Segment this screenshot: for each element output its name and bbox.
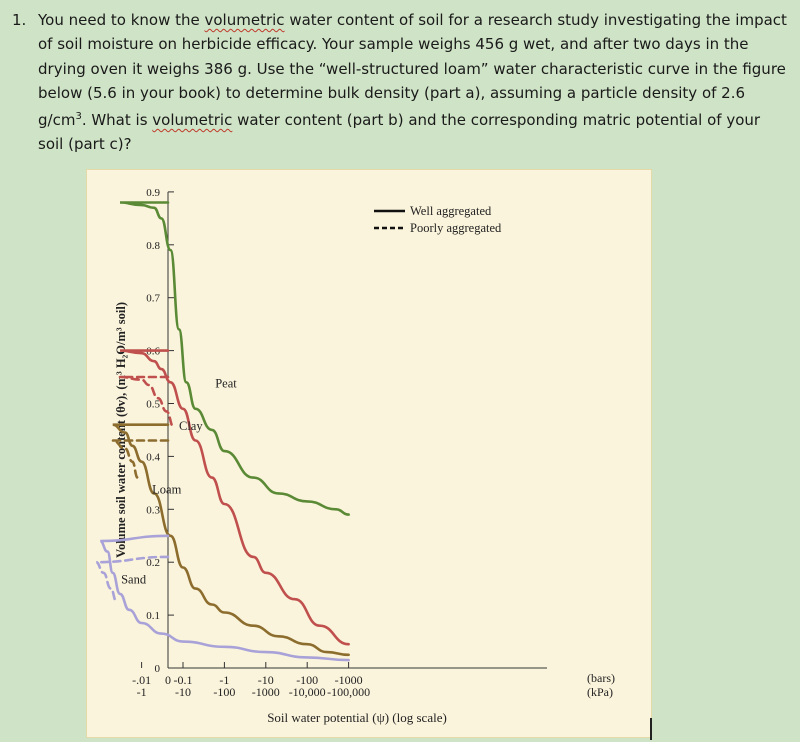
curve-clay-dashed: [119, 375, 176, 429]
y-tick-label: 0.1: [146, 610, 160, 622]
curve-label-clay: Clay: [179, 419, 203, 433]
text-cursor: [650, 718, 652, 740]
curve-label-sand: Sand: [121, 572, 147, 586]
x-unit-bars: (bars): [587, 671, 615, 685]
question-text-superscript: 3: [75, 111, 82, 123]
y-tick-label: 0.8: [146, 240, 160, 252]
x-tick-label-bars: -10: [258, 673, 274, 687]
water-characteristic-figure: 0 0.1 0.2 0.3 0.4 0.5 0.6 0.7 0.8 0.9 0 -.01 -0.1 -1-…: [86, 169, 652, 738]
question-text: You need to know the volumetric water co…: [38, 8, 787, 157]
x-tick-label-kpa: -10,000: [289, 685, 326, 699]
legend-label-dashed: Poorly aggregated: [410, 221, 502, 235]
curve-peat-solid: [119, 201, 350, 516]
y-tick-label: 0.3: [146, 504, 160, 516]
x-tick-label-bars: 0: [165, 673, 171, 687]
x-tick-label-bars: -.01: [132, 673, 151, 687]
curve-sand-dashed: [95, 555, 170, 604]
y-tick-label: 0: [155, 663, 161, 675]
x-tick-label-bars: -1000: [335, 673, 363, 687]
y-tick-label: 0.5: [146, 399, 160, 411]
question-block: 1. You need to know the volumetric water…: [12, 8, 787, 157]
question-text-volumetric-2: volumetric: [152, 111, 233, 130]
x-unit-kpa: (kPa): [587, 685, 613, 699]
y-tick-label: 0.4: [146, 451, 160, 463]
curve-sand-solid: [99, 534, 350, 662]
x-tick-label-kpa: -10: [175, 685, 191, 699]
legend-group: Well aggregated Poorly aggregated: [374, 204, 502, 235]
x-tick-label-kpa: -100: [213, 685, 235, 699]
curves-group: [95, 201, 350, 662]
question-text-part-2: water content of soil for a research stu…: [38, 11, 787, 130]
y-tick-label: 0.2: [146, 557, 160, 569]
curve-label-peat: Peat: [215, 377, 237, 391]
question-text-part-1: You need to know the: [38, 11, 205, 29]
x-axis-title: Soil water potential (ψ) (log scale): [267, 710, 447, 725]
question-text-volumetric-1: volumetric: [204, 11, 285, 29]
axes-group: 00.10.20.30.40.50.60.70.80.90-.01 -0.1 -1-…: [114, 187, 615, 725]
x-tick-label-bars: -100: [296, 673, 318, 687]
question-number: 1.: [12, 11, 27, 29]
x-tick-label-kpa: -1: [137, 685, 147, 699]
y-tick-label: 0.7: [146, 293, 160, 305]
x-tick-label-kpa: -1000: [252, 685, 280, 699]
curve-labels-group: Peat Clay Loam Sand: [121, 377, 237, 587]
x-tick-label-kpa: -100,000: [327, 685, 370, 699]
question-text-part-4: water content (part b) and the correspon…: [38, 111, 761, 154]
y-tick-label: 0.9: [146, 187, 160, 199]
legend-label-solid: Well aggregated: [410, 204, 492, 218]
curve-label-loam: Loam: [152, 482, 181, 496]
curve-clay-solid: [119, 349, 350, 646]
x-tick-label-bars: -1: [219, 673, 229, 687]
question-text-part-3: . What is: [81, 111, 153, 130]
x-tick-label-bars: -0.1: [174, 673, 193, 687]
water-characteristic-chart: 00.10.20.30.40.50.60.70.80.90-.01 -0.1 -1-…: [95, 187, 615, 725]
curve-loam-dashed: [112, 439, 170, 479]
